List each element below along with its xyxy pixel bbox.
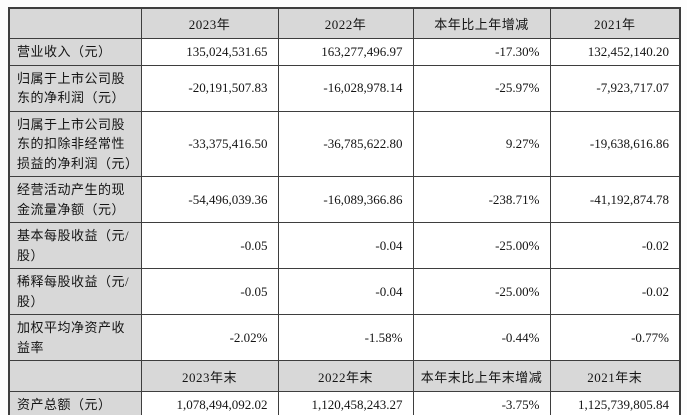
year-end-header-row: 2023年末 2022年末 本年末比上年末增减 2021年末 — [8, 360, 681, 392]
cell-2021: -7,923,717.07 — [549, 64, 681, 112]
cell-2022: -0.04 — [277, 222, 414, 269]
table-row-diluted-eps: 稀释每股收益（元/股） -0.05 -0.04 -25.00% -0.02 — [8, 268, 681, 315]
row-label: 归属于上市公司股东的净利润（元） — [8, 64, 142, 112]
cell-yoy: -0.44% — [412, 314, 551, 361]
cell-2021: -0.02 — [549, 268, 681, 315]
cell-2021: -41,192,874.78 — [549, 176, 681, 223]
cell-2022: -1.58% — [277, 314, 414, 361]
table-row-net-profit-excl-nonrecurring: 归属于上市公司股东的扣除非经常性损益的净利润（元） -33,375,416.50… — [8, 110, 681, 177]
cell-2022: 1,120,458,243.27 — [277, 391, 414, 415]
cell-2023: 135,024,531.65 — [140, 37, 279, 66]
cell-yoy: -3.75% — [412, 391, 551, 415]
cell-yoy: -238.71% — [412, 176, 551, 223]
col-header-2021: 2021年 — [549, 7, 681, 39]
table-row-weighted-avg-roe: 加权平均净资产收益率 -2.02% -1.58% -0.44% -0.77% — [8, 314, 681, 361]
table-row-operating-cash-flow: 经营活动产生的现金流量净额（元） -54,496,039.36 -16,089,… — [8, 176, 681, 223]
table-row-basic-eps: 基本每股收益（元/股） -0.05 -0.04 -25.00% -0.02 — [8, 222, 681, 269]
annual-header-row: 2023年 2022年 本年比上年增减 2021年 — [8, 7, 681, 39]
cell-2021: 132,452,140.20 — [549, 37, 681, 66]
cell-yoy: 9.27% — [412, 110, 551, 177]
cell-2021: -0.02 — [549, 222, 681, 269]
col-header-2023-end: 2023年末 — [140, 360, 279, 392]
row-label: 营业收入（元） — [8, 37, 142, 66]
col-header-2022-end: 2022年末 — [277, 360, 414, 392]
row-label: 稀释每股收益（元/股） — [8, 268, 142, 315]
col-header-yoy-end: 本年末比上年末增减 — [412, 360, 551, 392]
row-label: 资产总额（元） — [8, 391, 142, 415]
row-label: 加权平均净资产收益率 — [8, 314, 142, 361]
table-row-total-assets: 资产总额（元） 1,078,494,092.02 1,120,458,243.2… — [8, 391, 681, 415]
cell-2021: -0.77% — [549, 314, 681, 361]
cell-2023: -2.02% — [140, 314, 279, 361]
cell-2023: -0.05 — [140, 222, 279, 269]
cell-yoy: -25.00% — [412, 222, 551, 269]
table-row-revenue: 营业收入（元） 135,024,531.65 163,277,496.97 -1… — [8, 37, 681, 66]
cell-2022: -0.04 — [277, 268, 414, 315]
corner-cell — [8, 360, 142, 392]
cell-2022: -16,089,366.86 — [277, 176, 414, 223]
cell-2022: -36,785,622.80 — [277, 110, 414, 177]
col-header-2021-end: 2021年末 — [549, 360, 681, 392]
col-header-2022: 2022年 — [277, 7, 414, 39]
cell-2023: -33,375,416.50 — [140, 110, 279, 177]
table-row-net-profit: 归属于上市公司股东的净利润（元） -20,191,507.83 -16,028,… — [8, 64, 681, 112]
corner-cell — [8, 7, 142, 39]
cell-yoy: -17.30% — [412, 37, 551, 66]
col-header-yoy: 本年比上年增减 — [412, 7, 551, 39]
row-label: 基本每股收益（元/股） — [8, 222, 142, 269]
cell-2021: 1,125,739,805.84 — [549, 391, 681, 415]
cell-2022: -16,028,978.14 — [277, 64, 414, 112]
col-header-2023: 2023年 — [140, 7, 279, 39]
financial-summary-table: 2023年 2022年 本年比上年增减 2021年 营业收入（元） 135,02… — [8, 7, 681, 415]
cell-2023: -0.05 — [140, 268, 279, 315]
cell-2023: -54,496,039.36 — [140, 176, 279, 223]
cell-yoy: -25.00% — [412, 268, 551, 315]
row-label: 归属于上市公司股东的扣除非经常性损益的净利润（元） — [8, 110, 142, 177]
cell-2023: 1,078,494,092.02 — [140, 391, 279, 415]
cell-2022: 163,277,496.97 — [277, 37, 414, 66]
cell-yoy: -25.97% — [412, 64, 551, 112]
row-label: 经营活动产生的现金流量净额（元） — [8, 176, 142, 223]
cell-2021: -19,638,616.86 — [549, 110, 681, 177]
cell-2023: -20,191,507.83 — [140, 64, 279, 112]
